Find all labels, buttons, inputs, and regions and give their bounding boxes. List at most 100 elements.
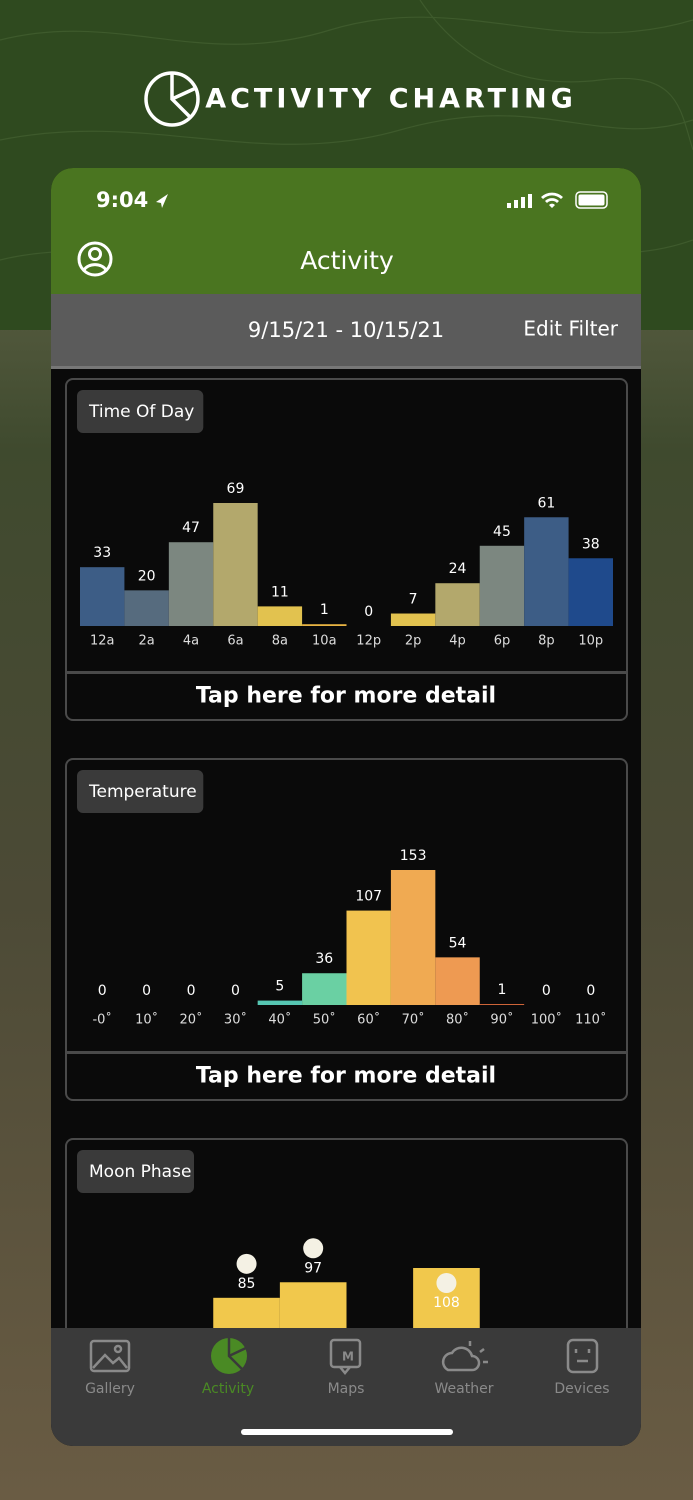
value-label: 47 bbox=[182, 520, 200, 536]
header-title: ACTIVITY CHARTING bbox=[205, 84, 577, 115]
chart-title: Time Of Day bbox=[88, 402, 194, 422]
value-label: 1 bbox=[320, 602, 329, 618]
plot: 85 97 108 bbox=[213, 1238, 480, 1328]
tab-label[interactable]: Weather bbox=[435, 1381, 494, 1397]
chart-card: Time Of Day Tap here for more detail 33 20 4… bbox=[65, 378, 628, 721]
bar bbox=[346, 910, 391, 1005]
x-tick-label: 2a bbox=[139, 634, 155, 649]
value-label: 153 bbox=[400, 848, 427, 864]
chart-title-badge bbox=[77, 770, 204, 813]
bar bbox=[390, 613, 436, 626]
x-tick-label: 10a bbox=[312, 634, 337, 649]
value-label: 107 bbox=[355, 889, 382, 905]
value-label: 0 bbox=[187, 983, 196, 999]
tab-label[interactable]: Activity bbox=[202, 1381, 254, 1397]
x-tick-label: 4p bbox=[449, 634, 466, 649]
chart-card: Temperature Tap here for more detail 0 0 0 0 5… bbox=[65, 758, 628, 1101]
value-label: 20 bbox=[138, 568, 156, 584]
value-label: 61 bbox=[537, 495, 555, 511]
value-label: 24 bbox=[449, 561, 467, 577]
chart-card: Moon Phase 85 97 108 bbox=[65, 1138, 628, 1361]
x-tick-label: 2p bbox=[405, 634, 422, 649]
tab-label[interactable]: Gallery bbox=[85, 1381, 135, 1397]
x-tick-label: 90˚ bbox=[490, 1012, 513, 1028]
x-tick-label: 8a bbox=[272, 634, 288, 649]
detail-button[interactable]: Tap here for more detail bbox=[196, 684, 496, 709]
filter-divider bbox=[51, 366, 641, 369]
tab-label[interactable]: Devices bbox=[554, 1381, 609, 1397]
x-tick-label: 110˚ bbox=[575, 1012, 606, 1028]
value-label: 11 bbox=[271, 584, 289, 600]
bar bbox=[302, 624, 347, 626]
moon-icon bbox=[436, 1273, 457, 1293]
bar bbox=[435, 957, 480, 1005]
maps-icon-letter: M bbox=[342, 1350, 354, 1364]
bar bbox=[302, 973, 347, 1005]
bar bbox=[435, 583, 480, 626]
chart-title-badge bbox=[77, 390, 204, 433]
x-tick-label: 100˚ bbox=[531, 1012, 562, 1028]
charts: Time Of Day Tap here for more detail 33 20 4… bbox=[65, 378, 628, 1361]
nav-title: Activity bbox=[300, 246, 394, 275]
profile-button[interactable] bbox=[77, 241, 113, 277]
home-indicator bbox=[241, 1429, 453, 1435]
value-label: 0 bbox=[586, 983, 595, 999]
bar bbox=[257, 606, 303, 626]
value-label: 45 bbox=[493, 524, 511, 540]
bar bbox=[124, 590, 169, 626]
plot: 0 0 0 0 5 36 107 153 54 1 0 0 bbox=[98, 848, 595, 1005]
card-frame bbox=[65, 758, 628, 1101]
chart-title: Moon Phase bbox=[89, 1162, 191, 1182]
x-tick-label: 10p bbox=[578, 634, 603, 649]
x-tick-label: 80˚ bbox=[446, 1012, 469, 1028]
value-label: 1 bbox=[497, 982, 506, 998]
x-tick-label: 30˚ bbox=[224, 1012, 247, 1028]
bar bbox=[479, 545, 525, 626]
status-icons bbox=[507, 191, 608, 209]
phone bbox=[51, 168, 641, 1446]
tab-bar bbox=[51, 1328, 641, 1446]
x-tick-label: 6a bbox=[227, 634, 243, 649]
value-label: 33 bbox=[93, 545, 111, 561]
x-tick-label: -0˚ bbox=[92, 1012, 111, 1028]
x-tick-label: 70˚ bbox=[402, 1012, 425, 1028]
value-label: 97 bbox=[304, 1260, 322, 1276]
bar bbox=[168, 542, 214, 626]
card-frame bbox=[65, 378, 628, 721]
bar bbox=[524, 517, 569, 626]
location-icon bbox=[156, 194, 168, 208]
x-tick-label: 12p bbox=[356, 634, 381, 649]
x-tick-label: 12a bbox=[90, 634, 115, 649]
date-range: 9/15/21 - 10/15/21 bbox=[248, 318, 444, 342]
tab-label[interactable]: Maps bbox=[328, 1381, 365, 1397]
card-divider bbox=[66, 1051, 627, 1054]
value-label: 85 bbox=[238, 1276, 256, 1292]
x-tick-label: 8p bbox=[538, 634, 555, 649]
x-tick-label: 50˚ bbox=[313, 1012, 336, 1028]
chart-title: Temperature bbox=[88, 782, 197, 802]
x-tick-label: 10˚ bbox=[135, 1012, 158, 1028]
x-tick-label: 4a bbox=[183, 634, 199, 649]
moon-icon bbox=[303, 1238, 324, 1259]
bar bbox=[80, 567, 125, 626]
nav-bar bbox=[51, 168, 641, 294]
card-divider bbox=[66, 671, 627, 674]
value-label: 38 bbox=[582, 536, 600, 552]
value-label: 0 bbox=[542, 983, 551, 999]
value-label: 54 bbox=[449, 935, 467, 951]
chart-title-badge bbox=[77, 1150, 194, 1193]
detail-button[interactable]: Tap here for more detail bbox=[196, 1064, 496, 1089]
value-label: 108 bbox=[433, 1295, 460, 1311]
bar bbox=[279, 1282, 347, 1328]
value-label: 0 bbox=[98, 983, 107, 999]
value-label: 69 bbox=[227, 481, 245, 497]
bar bbox=[568, 558, 613, 626]
x-tick-label: 20˚ bbox=[180, 1012, 203, 1028]
edit-filter[interactable]: Edit Filter bbox=[523, 317, 618, 341]
tabs: Gallery Activity Maps Weather Devices bbox=[85, 1381, 610, 1397]
activity-icon bbox=[211, 1338, 247, 1374]
bar bbox=[479, 1004, 525, 1005]
